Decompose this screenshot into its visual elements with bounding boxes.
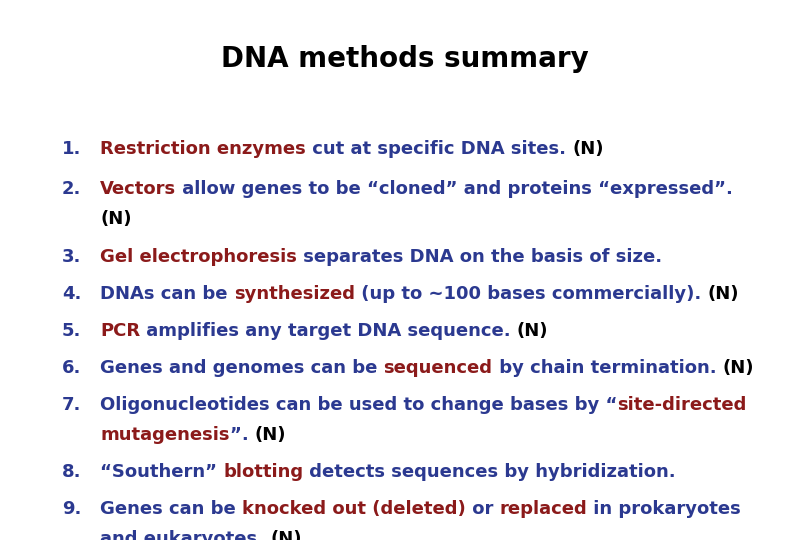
Text: (N): (N): [572, 140, 603, 158]
Text: (N): (N): [707, 285, 739, 303]
Text: 4.: 4.: [62, 285, 81, 303]
Text: (up to ~100 bases commercially).: (up to ~100 bases commercially).: [355, 285, 707, 303]
Text: 3.: 3.: [62, 248, 81, 266]
Text: amplifies any target DNA sequence.: amplifies any target DNA sequence.: [140, 322, 517, 340]
Text: DNA methods summary: DNA methods summary: [221, 45, 589, 73]
Text: 7.: 7.: [62, 396, 81, 414]
Text: PCR: PCR: [100, 322, 140, 340]
Text: separates DNA on the basis of size.: separates DNA on the basis of size.: [297, 248, 662, 266]
Text: Oligonucleotides can be used to change bases by “: Oligonucleotides can be used to change b…: [100, 396, 617, 414]
Text: or: or: [466, 500, 500, 518]
Text: 1.: 1.: [62, 140, 81, 158]
Text: Restriction enzymes: Restriction enzymes: [100, 140, 305, 158]
Text: allow genes to be “cloned” and proteins “expressed”.: allow genes to be “cloned” and proteins …: [176, 180, 733, 198]
Text: ”.: ”.: [229, 426, 254, 444]
Text: Vectors: Vectors: [100, 180, 176, 198]
Text: 2.: 2.: [62, 180, 81, 198]
Text: in prokaryotes: in prokaryotes: [587, 500, 741, 518]
Text: site-directed: site-directed: [617, 396, 747, 414]
Text: and eukaryotes.: and eukaryotes.: [100, 530, 271, 540]
Text: (N): (N): [100, 210, 131, 228]
Text: (N): (N): [254, 426, 286, 444]
Text: sequenced: sequenced: [384, 359, 492, 377]
Text: 5.: 5.: [62, 322, 81, 340]
Text: by chain termination.: by chain termination.: [492, 359, 723, 377]
Text: knocked out (deleted): knocked out (deleted): [242, 500, 466, 518]
Text: (N): (N): [723, 359, 754, 377]
Text: replaced: replaced: [500, 500, 587, 518]
Text: detects sequences by hybridization.: detects sequences by hybridization.: [304, 463, 676, 481]
Text: blotting: blotting: [224, 463, 304, 481]
Text: DNAs can be: DNAs can be: [100, 285, 234, 303]
Text: mutagenesis: mutagenesis: [100, 426, 229, 444]
Text: cut at specific DNA sites.: cut at specific DNA sites.: [305, 140, 572, 158]
Text: “Southern”: “Southern”: [100, 463, 224, 481]
Text: synthesized: synthesized: [234, 285, 355, 303]
Text: 6.: 6.: [62, 359, 81, 377]
Text: Gel electrophoresis: Gel electrophoresis: [100, 248, 297, 266]
Text: Genes can be: Genes can be: [100, 500, 242, 518]
Text: 8.: 8.: [62, 463, 82, 481]
Text: Genes and genomes can be: Genes and genomes can be: [100, 359, 384, 377]
Text: (N): (N): [517, 322, 548, 340]
Text: (N): (N): [271, 530, 302, 540]
Text: 9.: 9.: [62, 500, 81, 518]
